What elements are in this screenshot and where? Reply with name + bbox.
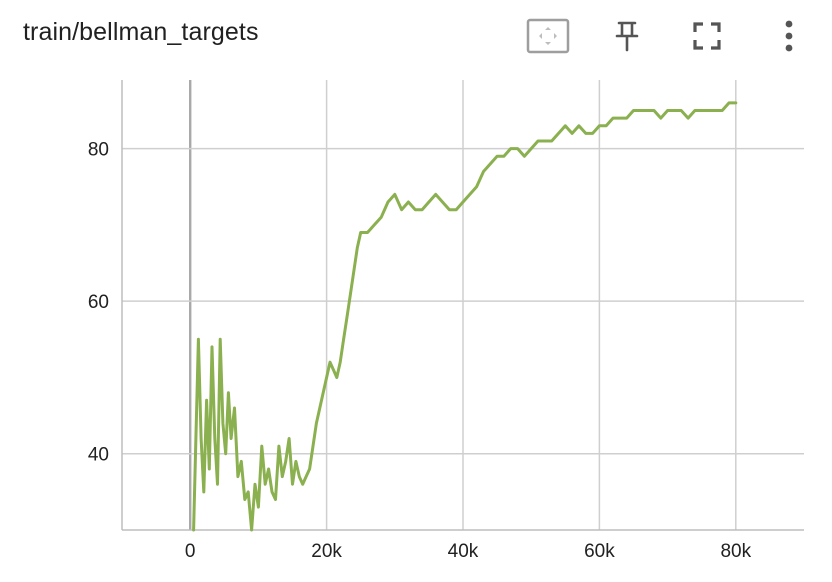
- pin-button[interactable]: [605, 14, 649, 58]
- chart-grid: [122, 80, 804, 530]
- chart-tick-labels: 0 20k 40k 60k 80k 40 60 80: [88, 140, 752, 562]
- fit-to-data-icon: [526, 18, 570, 54]
- x-tick-label: 0: [185, 541, 196, 562]
- x-tick-label: 60k: [584, 541, 615, 562]
- x-tick-label: 20k: [311, 541, 342, 562]
- series-line: [192, 101, 738, 532]
- card-title: train/bellman_targets: [23, 18, 259, 46]
- y-tick-label: 60: [88, 292, 109, 313]
- x-tick-label: 80k: [720, 541, 751, 562]
- more-options-button[interactable]: [767, 14, 811, 58]
- more-vert-icon: [785, 20, 793, 52]
- chart-series: [192, 101, 738, 532]
- chart-axes: [121, 80, 804, 531]
- y-tick-label: 40: [88, 445, 109, 466]
- y-tick-label: 80: [88, 140, 109, 161]
- x-tick-label: 40k: [448, 541, 479, 562]
- fullscreen-icon: [693, 22, 721, 50]
- pin-icon: [615, 21, 639, 52]
- fit-domain-button[interactable]: [526, 14, 570, 58]
- fullscreen-button[interactable]: [685, 14, 729, 58]
